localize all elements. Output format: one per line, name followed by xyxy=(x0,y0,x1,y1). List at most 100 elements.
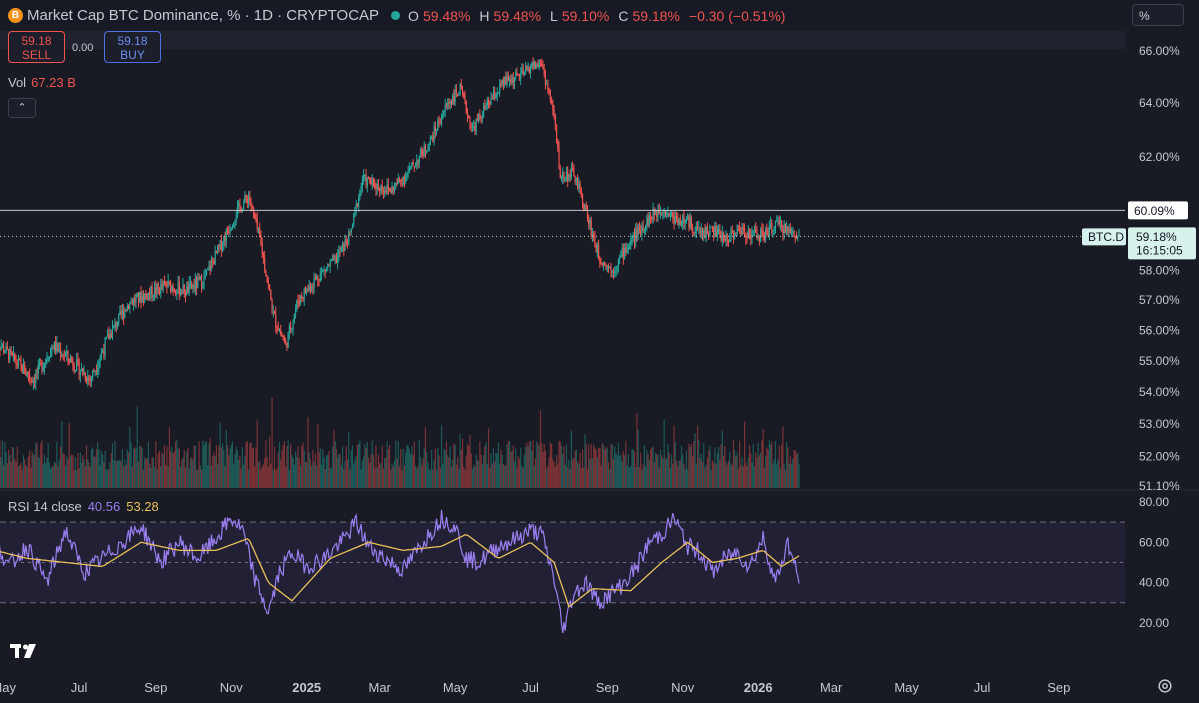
volume-bar xyxy=(719,460,721,488)
volume-bar xyxy=(585,443,587,488)
volume-bar xyxy=(90,449,93,488)
volume-bar xyxy=(771,441,773,488)
candle-body xyxy=(319,273,321,282)
volume-bar xyxy=(763,467,765,488)
volume-bar xyxy=(496,453,498,488)
volume-bar xyxy=(30,467,32,488)
candle-body xyxy=(789,228,791,233)
chart-title[interactable]: Market Cap BTC Dominance, % · 1D · CRYPT… xyxy=(27,7,380,24)
volume-bar xyxy=(168,427,171,488)
candle-body xyxy=(447,101,449,106)
volume-bar xyxy=(554,466,556,488)
volume-bar xyxy=(19,465,21,488)
volume-bar xyxy=(596,457,598,488)
candle-body xyxy=(469,117,471,128)
candle-body xyxy=(291,328,293,330)
candle-body xyxy=(501,79,503,85)
price-tick-label: 58.00% xyxy=(1139,264,1180,278)
volume-bar xyxy=(772,463,774,488)
volume-bar xyxy=(491,464,493,488)
candle-body xyxy=(551,99,553,105)
candle-body xyxy=(166,284,168,287)
volume-bar xyxy=(265,440,267,488)
volume-bar xyxy=(688,443,690,488)
gear-icon[interactable] xyxy=(1156,677,1174,695)
volume-bar xyxy=(341,446,344,488)
candle-body xyxy=(588,219,590,225)
volume-bar xyxy=(664,457,667,488)
candle-body xyxy=(53,341,55,350)
volume-bar xyxy=(181,460,183,488)
candle-body xyxy=(539,62,542,64)
volume-bar xyxy=(108,469,110,488)
volume-bar xyxy=(761,440,763,488)
candle-body xyxy=(433,126,435,141)
volume-bar xyxy=(63,454,65,488)
volume-bar xyxy=(539,410,542,488)
candle-body xyxy=(26,371,28,375)
volume-bar xyxy=(513,461,516,488)
volume-bar xyxy=(126,449,128,488)
volume-bar xyxy=(283,441,286,488)
time-tick-label: Jul xyxy=(974,680,991,695)
tradingview-logo-icon[interactable] xyxy=(10,641,42,661)
sell-button[interactable]: 59.18 SELL xyxy=(8,31,65,63)
volume-bar xyxy=(370,454,372,488)
candle-body xyxy=(413,166,415,168)
volume-bar xyxy=(701,462,704,488)
candle-body xyxy=(382,189,384,193)
candle-body xyxy=(369,178,371,184)
volume-bar xyxy=(501,454,503,488)
collapse-legend-button[interactable]: ⌃ xyxy=(8,98,36,118)
volume-bar xyxy=(444,450,446,488)
candle-body xyxy=(397,178,399,184)
volume-bar xyxy=(560,445,563,488)
volume-bar xyxy=(221,443,224,488)
candle-body xyxy=(167,281,169,287)
candle-body xyxy=(62,355,64,357)
volume-bar xyxy=(734,450,736,488)
volume-bar xyxy=(421,464,423,488)
volume-bar xyxy=(518,459,521,488)
candle-body xyxy=(255,218,257,220)
volume-bar xyxy=(213,452,215,488)
volume-bar xyxy=(189,458,192,488)
candle-body xyxy=(21,364,23,373)
volume-bar xyxy=(76,469,78,488)
volume-bar xyxy=(433,459,435,488)
candle-body xyxy=(421,149,423,155)
volume-bar xyxy=(696,425,699,488)
candle-body xyxy=(711,226,714,228)
candle-body xyxy=(226,229,229,233)
buy-button[interactable]: 59.18 BUY xyxy=(104,31,161,63)
volume-bar xyxy=(413,441,415,488)
candle-body xyxy=(64,354,67,357)
candle-body xyxy=(178,282,180,296)
volume-bar xyxy=(288,469,290,488)
volume-bar xyxy=(6,463,8,488)
candle-body xyxy=(56,343,58,352)
candle-body xyxy=(546,84,548,86)
volume-bar xyxy=(346,459,349,488)
buy-price: 59.18 xyxy=(117,34,148,48)
candle-body xyxy=(47,358,49,360)
candle-body xyxy=(379,188,381,192)
volume-bar xyxy=(235,447,237,488)
candle-body xyxy=(743,228,746,236)
candle-body xyxy=(95,370,98,372)
volume-bar xyxy=(365,448,367,488)
volume-bar xyxy=(382,468,384,488)
volume-bar xyxy=(507,441,509,488)
candle-body xyxy=(390,190,392,193)
candle-body xyxy=(172,287,174,291)
unit-toggle-button[interactable]: % xyxy=(1132,4,1184,26)
volume-bar xyxy=(318,452,320,488)
volume-bar xyxy=(4,442,6,488)
candle-body xyxy=(353,213,355,225)
candle-body xyxy=(267,281,269,285)
candle-body xyxy=(562,172,564,178)
candle-body xyxy=(161,284,163,288)
candle-body xyxy=(586,209,589,220)
last-price-label: 59.18% xyxy=(1136,230,1177,244)
candle-body xyxy=(203,276,205,287)
